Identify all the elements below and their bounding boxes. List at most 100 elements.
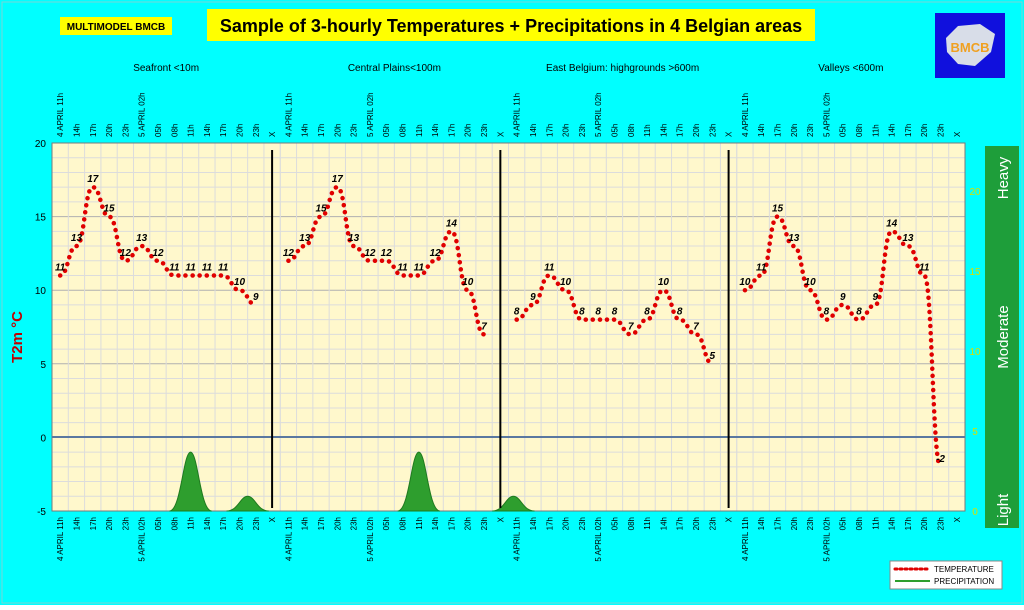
x-tick-label-top: 4 APRIL 11h [284, 93, 293, 137]
x-tick-label-bottom: 05h [382, 517, 391, 530]
precipitation-event [226, 495, 269, 512]
x-tick-label-top: 05h [382, 124, 391, 137]
x-tick-label-bottom: 20h [562, 517, 571, 530]
x-tick-label-bottom: 20h [790, 517, 799, 530]
x-tick-label-bottom: 05h [610, 517, 619, 530]
temperature-data-label: 14 [446, 218, 458, 229]
x-tick-label-top: 05h [610, 124, 619, 137]
temperature-data-label: 10 [462, 277, 474, 288]
y-tick-label: 20 [35, 139, 47, 150]
legend-precipitation-label: PRECIPITATION [934, 577, 994, 586]
y-tick-label: -5 [37, 507, 46, 518]
y2-tick-label: 10 [969, 347, 981, 358]
panel-label: Seafront <10m [133, 63, 199, 74]
model-badge-text: MULTIMODEL BMCB [67, 22, 166, 33]
x-tick-label-top: 14h [659, 124, 668, 137]
temperature-data-label: 13 [71, 233, 83, 244]
temperature-data-label: 11 [919, 262, 930, 273]
x-tick-label-top: 11h [187, 124, 196, 137]
x-tick-label-bottom: 23h [578, 517, 587, 530]
temperature-data-label: 11 [397, 262, 408, 273]
temperature-data-label: 11 [169, 262, 180, 273]
x-tick-label-bottom: 20h [464, 517, 473, 530]
temperature-data-label: 17 [332, 174, 344, 185]
y2-tick-label: 0 [972, 507, 978, 518]
x-tick-label-top: 4 APRIL 11h [513, 93, 522, 137]
x-tick-label-top: 5 APRIL 02h [366, 92, 375, 137]
x-tick-label-top: 23h [708, 124, 717, 137]
precipitation-event [169, 451, 212, 512]
temperature-data-label: 8 [644, 307, 650, 318]
precip-intensity-band [985, 146, 1019, 528]
x-tick-label-top: 08h [855, 124, 864, 137]
temperature-data-label: 8 [824, 307, 830, 318]
x-tick-label-top: 14h [529, 124, 538, 137]
x-tick-label-bottom: 5 APRIL 02h [366, 517, 375, 562]
temperature-data-label: 12 [381, 248, 393, 259]
temperature-data-label: 10 [739, 277, 751, 288]
x-tick-label-bottom: 23h [480, 517, 489, 530]
x-tick-label-top: 5 APRIL 02h [138, 92, 147, 137]
x-tick-label-top: 5 APRIL 02h [594, 92, 603, 137]
panel-label: East Belgium: highgrounds >600m [546, 63, 699, 74]
x-tick-label-bottom: 23h [121, 517, 130, 530]
x-tick-label-bottom: 4 APRIL 11h [56, 517, 65, 561]
x-tick-label-top: 05h [154, 124, 163, 137]
x-tick-label-bottom: 08h [170, 517, 179, 530]
y2-tick-label: 15 [969, 267, 981, 278]
y2-tick-label: 5 [972, 427, 978, 438]
x-tick-label-top: 5 APRIL 02h [822, 92, 831, 137]
x-tick-label-bottom: X [496, 516, 505, 522]
y-tick-label: 15 [35, 213, 47, 224]
x-tick-label-top: 14h [301, 124, 310, 137]
temperature-line [514, 273, 715, 367]
temperature-data-label: 9 [873, 292, 879, 303]
x-tick-label-top: 17h [545, 124, 554, 137]
y-tick-label: 10 [35, 286, 47, 297]
x-axis-ticks-top: 4 APRIL 11h 14h 17h 20h 23h 5 APRIL 02h 05h 08h… [56, 92, 962, 137]
temperature-data-label: 12 [430, 248, 442, 259]
x-tick-label-bottom: 14h [659, 517, 668, 530]
intensity-label: Light [995, 493, 1012, 526]
temperature-data-label: 8 [595, 307, 601, 318]
y-tick-label: 0 [40, 433, 46, 444]
x-tick-label-top: 20h [235, 124, 244, 137]
x-tick-label-top: 11h [871, 124, 880, 137]
x-tick-label-bottom: 14h [431, 517, 440, 530]
temperature-data-label: 10 [658, 277, 670, 288]
x-tick-label-bottom: 17h [676, 517, 685, 530]
x-tick-label-top: 23h [350, 124, 359, 137]
x-tick-label-top: 23h [937, 124, 946, 137]
temperature-line [57, 184, 259, 308]
x-tick-label-bottom: 20h [920, 517, 929, 530]
x-tick-label-bottom: 05h [154, 517, 163, 530]
precipitation-event [397, 451, 441, 512]
temperature-data-label: 8 [856, 307, 862, 318]
temperature-data-label: 10 [560, 277, 572, 288]
temperature-data-label: 7 [481, 321, 487, 332]
x-tick-label-bottom: 4 APRIL 11h [513, 517, 522, 561]
x-tick-label-bottom: 5 APRIL 02h [594, 517, 603, 562]
chart-title: Sample of 3-hourly Temperatures + Precip… [220, 16, 802, 36]
x-tick-label-top: 23h [806, 124, 815, 137]
x-tick-label-top: 14h [431, 124, 440, 137]
x-tick-label-top: 14h [757, 124, 766, 137]
legend: TEMPERATURE PRECIPITATION [889, 560, 1003, 590]
x-tick-label-top: 08h [627, 124, 636, 137]
x-tick-label-top: X [496, 131, 505, 137]
temperature-line [742, 214, 943, 470]
panel-labels: Seafront <10m Central Plains<100m East Bel… [133, 63, 883, 74]
x-tick-label-top: 20h [105, 124, 114, 137]
temperature-data-label: 10 [805, 277, 817, 288]
x-tick-label-top: 17h [676, 124, 685, 137]
temperature-data-label: 15 [104, 204, 116, 215]
legend-temperature-label: TEMPERATURE [934, 565, 994, 574]
temperature-data-label: 8 [677, 307, 683, 318]
temperature-data-label: 14 [886, 218, 898, 229]
x-tick-label-bottom: 5 APRIL 02h [822, 517, 831, 562]
x-tick-label-top: 17h [317, 124, 326, 137]
temperature-data-label: 12 [364, 248, 376, 259]
temperature-line [286, 184, 487, 337]
